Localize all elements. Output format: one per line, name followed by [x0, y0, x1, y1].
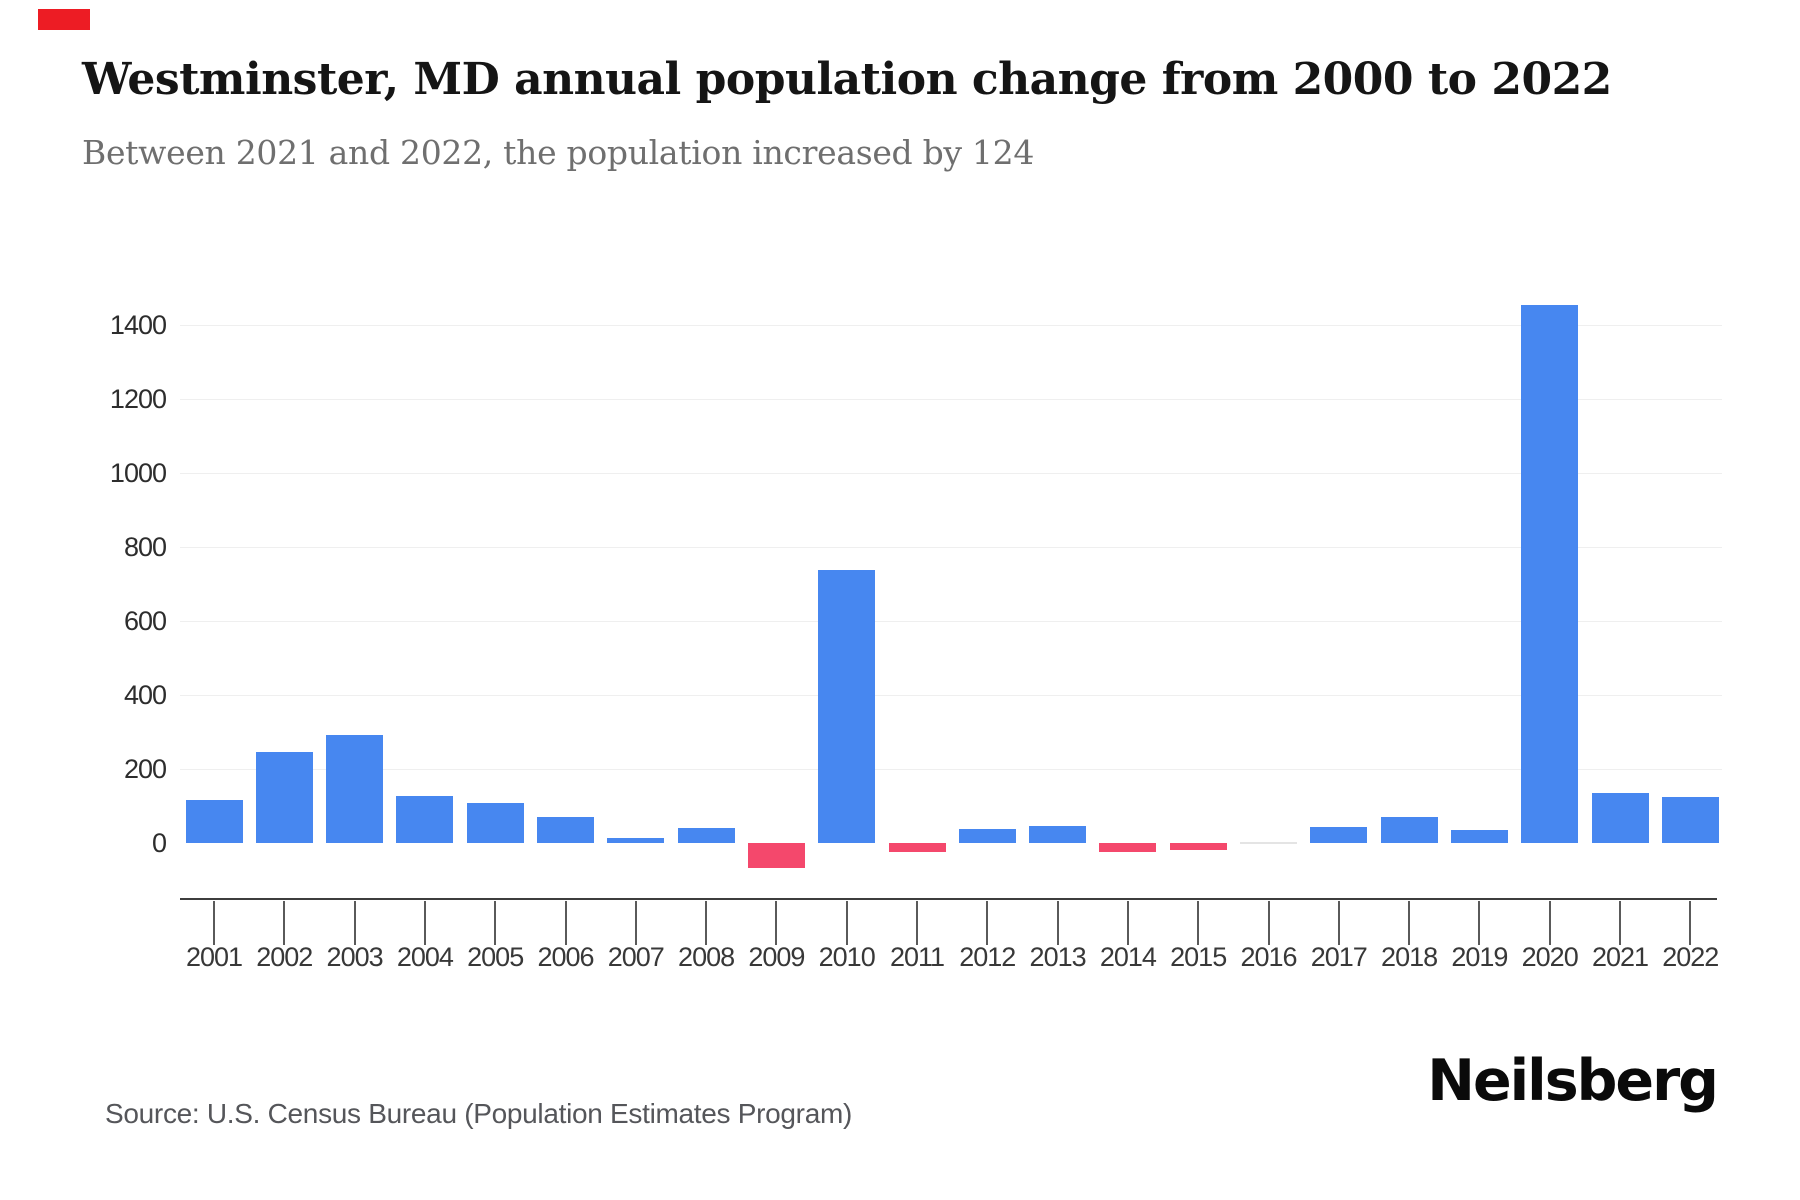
x-axis-tick — [1267, 901, 1270, 945]
x-axis-label: 2009 — [748, 942, 805, 972]
bar-2019[interactable] — [1450, 830, 1508, 843]
x-axis-label: 2022 — [1662, 942, 1719, 972]
gridline-200 — [180, 769, 1722, 770]
y-axis-tick-label: 600 — [123, 606, 167, 636]
bar-2016[interactable] — [1240, 842, 1297, 844]
bar-2004[interactable] — [396, 795, 454, 843]
x-axis-tick — [775, 901, 778, 945]
x-axis-tick — [986, 901, 989, 945]
y-axis-tick-label: 200 — [123, 754, 167, 784]
x-axis-label: 2012 — [959, 942, 1016, 972]
y-axis-tick-label: 800 — [123, 532, 167, 562]
bar-2018[interactable] — [1380, 817, 1438, 843]
bar-2007[interactable] — [607, 837, 665, 843]
x-axis-label: 2002 — [256, 942, 313, 972]
x-axis-label: 2005 — [467, 942, 524, 972]
neilsberg-logo[interactable]: Neilsberg — [1427, 1048, 1719, 1114]
bar-2006[interactable] — [537, 817, 594, 843]
y-axis-tick-label: 1400 — [109, 310, 167, 340]
x-axis-label: 2011 — [889, 942, 945, 972]
x-axis-tick — [1056, 901, 1059, 945]
x-axis-tick — [1408, 901, 1411, 945]
y-axis-tick-label: 1000 — [109, 458, 167, 488]
x-axis-tick — [564, 901, 567, 945]
gridline-800 — [180, 547, 1722, 548]
x-axis-label: 2006 — [537, 942, 594, 972]
y-axis-tick-label: 400 — [123, 680, 167, 710]
x-axis-tick — [494, 901, 497, 945]
y-axis-tick-label: 0 — [151, 828, 167, 858]
x-axis-tick — [1337, 901, 1340, 945]
bar-2010[interactable] — [818, 570, 876, 843]
x-axis-label: 2004 — [396, 942, 454, 972]
bar-2009[interactable] — [747, 843, 805, 868]
source-attribution: Source: U.S. Census Bureau (Population E… — [105, 1098, 853, 1129]
x-axis-label: 2018 — [1381, 942, 1438, 972]
x-axis-tick — [1478, 901, 1481, 945]
x-axis-tick — [423, 901, 426, 945]
bar-2001[interactable] — [185, 800, 243, 843]
x-axis-label: 2014 — [1099, 942, 1157, 972]
chart-title: Westminster, MD annual population change… — [82, 54, 1612, 105]
x-axis-label: 2020 — [1521, 942, 1579, 972]
bar-2011[interactable] — [888, 843, 946, 852]
x-axis-tick — [1197, 901, 1200, 945]
x-axis-label: 2003 — [326, 942, 384, 972]
bar-2003[interactable] — [326, 734, 384, 843]
chart-subtitle: Between 2021 and 2022, the population in… — [82, 133, 1035, 172]
bar-2014[interactable] — [1099, 843, 1157, 852]
x-axis-tick — [1689, 901, 1692, 945]
x-axis-label: 2001 — [185, 942, 243, 972]
bar-2008[interactable] — [677, 828, 735, 843]
gridline-1200 — [180, 399, 1722, 400]
x-axis-tick — [1126, 901, 1129, 945]
bar-2020[interactable] — [1521, 305, 1579, 843]
bar-2013[interactable] — [1029, 825, 1087, 843]
x-axis-tick — [634, 901, 637, 945]
x-axis-tick — [283, 901, 286, 945]
screenshot-marker — [38, 9, 90, 30]
bar-2015[interactable] — [1169, 843, 1227, 851]
bar-2021[interactable] — [1591, 793, 1649, 843]
x-axis-tick — [1619, 901, 1621, 945]
bar-2017[interactable] — [1310, 826, 1368, 843]
bar-2005[interactable] — [466, 803, 524, 843]
bar-2002[interactable] — [255, 752, 313, 843]
gridline-1000 — [180, 473, 1722, 474]
x-axis-tick — [916, 901, 918, 945]
x-axis-label: 2013 — [1029, 942, 1087, 972]
x-axis-label: 2015 — [1170, 942, 1227, 972]
gridline-400 — [180, 695, 1722, 696]
y-axis-tick-label: 1200 — [109, 384, 167, 414]
x-axis-line — [180, 898, 1717, 900]
x-axis-label: 2010 — [818, 942, 876, 972]
bar-2022[interactable] — [1661, 797, 1719, 843]
x-axis-tick — [845, 901, 848, 945]
gridline-1400 — [180, 325, 1722, 326]
x-axis-label: 2016 — [1240, 942, 1297, 972]
x-axis-label: 2007 — [607, 942, 665, 972]
x-axis-label: 2019 — [1451, 942, 1508, 972]
x-axis-tick — [213, 901, 215, 945]
x-axis-label: 2021 — [1591, 942, 1649, 972]
x-axis-label: 2008 — [678, 942, 735, 972]
x-axis-label: 2017 — [1310, 942, 1368, 972]
x-axis-tick — [1548, 901, 1551, 945]
gridline-600 — [180, 621, 1722, 622]
x-axis-tick — [353, 901, 356, 945]
bar-2012[interactable] — [958, 829, 1016, 843]
x-axis-tick — [705, 901, 708, 945]
